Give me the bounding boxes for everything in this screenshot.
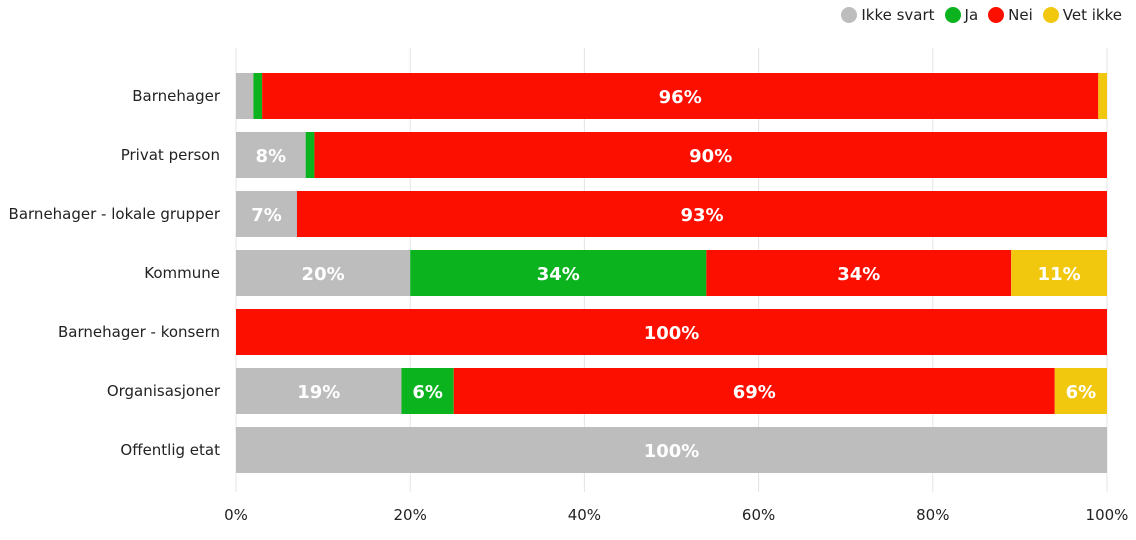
bar-segment-ikke-svart: [236, 132, 306, 178]
category-label-kommune: Kommune: [144, 264, 220, 282]
data-label: 19%: [297, 382, 340, 403]
bar-segment-nei: [453, 368, 1055, 414]
bar-segment-ikke-svart: [236, 427, 1107, 473]
bar-segment-nei: [236, 309, 1107, 355]
data-label: 8%: [256, 146, 287, 167]
legend-dot-vet-ikke: [1042, 7, 1059, 23]
x-tick-label: 80%: [916, 506, 949, 524]
data-label: 69%: [733, 382, 776, 403]
data-label: 34%: [837, 264, 880, 285]
bar-segment-vet-ikke: [1011, 250, 1107, 296]
bar-segment-ikke-svart: [236, 191, 297, 237]
category-label-offentlig-etat: Offentlig etat: [120, 441, 220, 459]
bar-segment-nei: [706, 250, 1012, 296]
x-tick-label: 100%: [1086, 506, 1129, 524]
bar-segment-ikke-svart: [236, 250, 411, 296]
legend-label-nei: Nei: [1008, 6, 1033, 24]
bar-segment-ikke-svart: [236, 73, 254, 119]
bar-segment-ja: [253, 73, 263, 119]
bar-segment-nei: [262, 73, 1099, 119]
x-tick-label: 60%: [742, 506, 775, 524]
data-label: 34%: [537, 264, 580, 285]
data-label: 6%: [412, 382, 443, 403]
x-tick-label: 40%: [568, 506, 601, 524]
legend-dot-ja: [944, 7, 961, 23]
legend-label-ikke-svart: Ikke svart: [861, 6, 935, 24]
legend-dot-nei: [988, 7, 1005, 23]
bar-segment-nei: [296, 191, 1108, 237]
x-tick-label: 20%: [394, 506, 427, 524]
bar-segment-ja: [401, 368, 454, 414]
data-label: 96%: [659, 87, 702, 108]
category-label-barnehager-konsern: Barnehager - konsern: [58, 323, 220, 341]
bar-segment-ja: [410, 250, 707, 296]
data-label: 6%: [1066, 382, 1097, 403]
data-label: 7%: [251, 205, 282, 226]
bar-segment-ikke-svart: [236, 368, 402, 414]
bar-segment-vet-ikke: [1098, 73, 1107, 119]
x-tick-label: 0%: [224, 506, 248, 524]
data-label: 100%: [644, 323, 700, 344]
legend-item-ja[interactable]: Ja: [944, 6, 979, 24]
bar-segment-nei: [314, 132, 1107, 178]
data-label: 11%: [1038, 264, 1081, 285]
bar-segment-vet-ikke: [1054, 368, 1107, 414]
data-label: 20%: [302, 264, 345, 285]
legend: Ikke svart Ja Nei Vet ikke: [841, 6, 1122, 24]
data-label: 90%: [689, 146, 732, 167]
legend-item-vet-ikke[interactable]: Vet ikke: [1042, 6, 1122, 24]
category-label-barnehager: Barnehager: [132, 87, 221, 105]
data-label: 100%: [644, 441, 700, 462]
category-label-organisasjoner: Organisasjoner: [107, 382, 221, 400]
legend-label-vet-ikke: Vet ikke: [1062, 6, 1122, 24]
category-label-barnehager-lokale-grupper: Barnehager - lokale grupper: [9, 205, 221, 223]
bar-segment-ja: [305, 132, 315, 178]
legend-label-ja: Ja: [964, 6, 979, 24]
data-label: 93%: [680, 205, 723, 226]
legend-item-ikke-svart[interactable]: Ikke svart: [841, 6, 935, 24]
category-label-privat-person: Privat person: [121, 146, 220, 164]
legend-item-nei[interactable]: Nei: [988, 6, 1033, 24]
legend-dot-ikke-svart: [841, 7, 858, 23]
